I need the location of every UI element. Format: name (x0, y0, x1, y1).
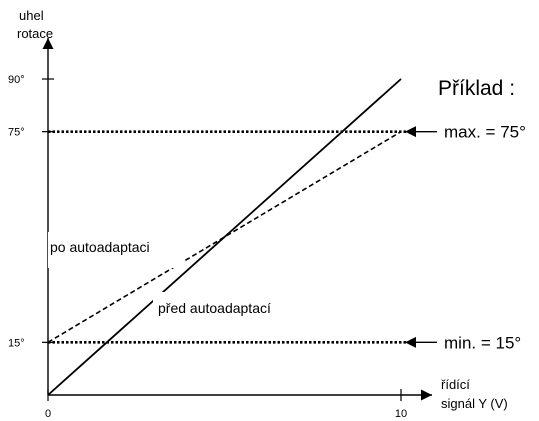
y-axis-title-line2: rotace (17, 26, 53, 41)
x-tick-label: 0 (45, 408, 51, 420)
series-label-pred-autoadaptaci: před autoadaptací (158, 300, 271, 316)
series-label-po-autoadaptaci: po autoadaptaci (50, 239, 150, 255)
series-line-po-autoadaptaci (47, 130, 402, 344)
reference-lines: max. = 75° min. = 15° (48, 123, 526, 352)
reference-label-min: min. = 15° (444, 333, 521, 352)
x-axis-title-line2: signál Y (V) (441, 396, 508, 411)
y-axis-title-line1: uhel (19, 8, 44, 23)
reference-label-max: max. = 75° (444, 123, 526, 142)
x-tick-label: 10 (395, 408, 407, 420)
y-tick-label: 90° (8, 74, 25, 86)
y-ticks: 15° 75° 90° (8, 74, 54, 349)
x-ticks: 0 10 (45, 389, 407, 420)
series-line-pred-autoadaptaci (47, 78, 402, 396)
label-background-pred-autoadaptaci (153, 292, 313, 318)
chart-title: Příklad : (438, 77, 515, 100)
y-tick-label: 75° (8, 127, 25, 139)
x-axis-title-line1: řídící (441, 377, 470, 392)
label-background-po-autoadaptaci (48, 232, 185, 268)
y-tick-label: 15° (8, 337, 25, 349)
